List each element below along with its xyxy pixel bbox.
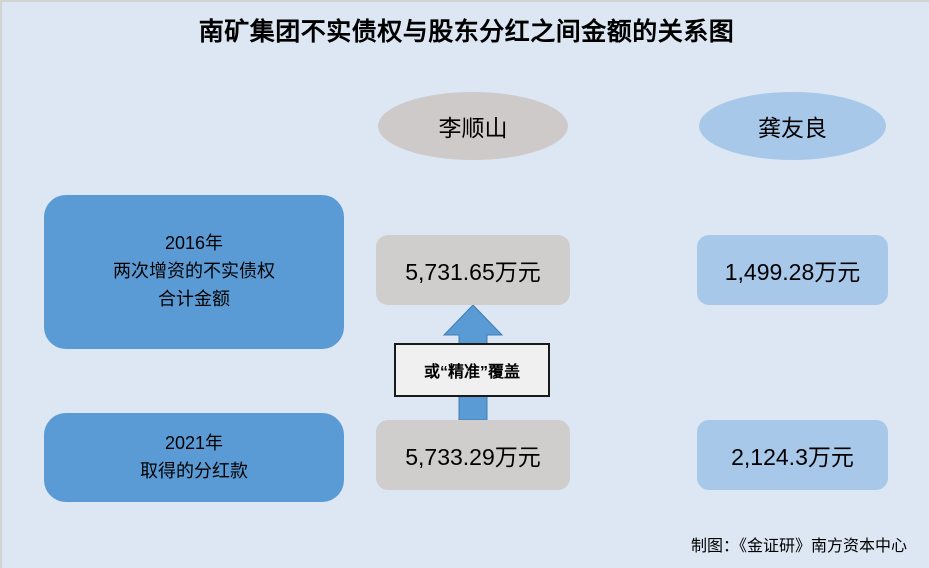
value-label: 5,733.29万元	[405, 444, 541, 470]
annotation-coverage: 或“精准”覆盖	[394, 343, 550, 397]
value-label: 1,499.28万元	[724, 259, 861, 285]
page-title: 南矿集团不实债权与股东分红之间金额的关系图	[198, 18, 735, 46]
value-box-gongyouliang-2016: 1,499.28万元	[697, 235, 888, 305]
category-line-2: 两次增资的不实债权	[113, 261, 275, 282]
annotation-label: 或“精准”覆盖	[423, 364, 520, 381]
value-label: 2,124.3万元	[731, 444, 854, 470]
person-name-label: 龚友良	[758, 115, 827, 141]
value-box-gongyouliang-2021: 2,124.3万元	[697, 420, 888, 490]
value-box-lishunshan-2021: 5,733.29万元	[376, 420, 570, 490]
category-line-1: 2016年	[164, 233, 224, 254]
value-label: 5,731.65万元	[405, 259, 541, 285]
value-box-lishunshan-2016: 5,731.65万元	[376, 235, 570, 305]
category-box-2021: 2021年 取得的分红款	[44, 413, 344, 502]
category-box-2016: 2016年 两次增资的不实债权 合计金额	[44, 195, 344, 349]
category-line-1: 2021年	[164, 432, 224, 453]
person-ellipse-gongyouliang: 龚友良	[699, 92, 886, 160]
category-line-3: 合计金额	[158, 288, 230, 309]
person-ellipse-lishunshan: 李顺山	[378, 92, 568, 160]
person-name-label: 李顺山	[438, 115, 508, 141]
footer-credit: 制图：《金证研》南方资本中心	[690, 538, 907, 555]
category-line-2: 取得的分红款	[140, 460, 248, 481]
